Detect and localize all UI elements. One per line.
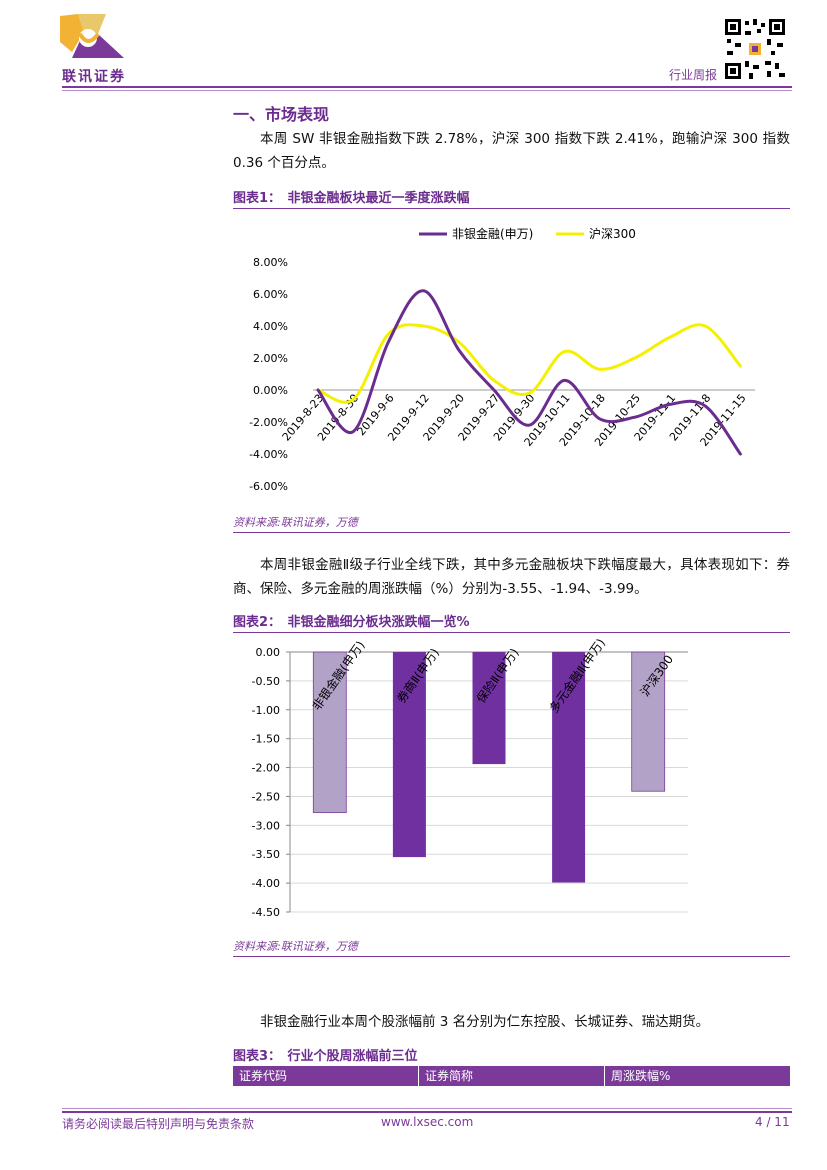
y-tick-label: -1.50 bbox=[252, 733, 280, 746]
y-tick-label: 6.00% bbox=[253, 288, 288, 301]
line-chart: 非银金融(申万) 沪深300 8.00% 6.00% 4.00% 2.00% 0.00% -… bbox=[249, 226, 755, 493]
bar bbox=[552, 652, 586, 883]
section-title: 一、市场表现 bbox=[233, 105, 330, 124]
figure2-title: 图表2： 非银金融细分板块涨跌幅一览% bbox=[233, 615, 470, 630]
y-tick-label: 2.00% bbox=[253, 352, 288, 365]
footer-disclaimer: 请务必阅读最后特别声明与免责条款 bbox=[62, 1117, 255, 1131]
y-tick-label: -3.50 bbox=[252, 848, 280, 861]
page-number: 4 / 11 bbox=[755, 1115, 790, 1129]
y-tick-label: -1.00 bbox=[252, 704, 280, 717]
y-tick-label: -2.00 bbox=[252, 762, 280, 775]
bar bbox=[312, 651, 347, 814]
column-header-code: 证券代码 bbox=[233, 1066, 419, 1086]
header-divider-thin bbox=[62, 90, 792, 91]
figure2-source: 资料来源:联讯证券，万德 bbox=[233, 940, 358, 953]
figure1-bottom-rule bbox=[233, 532, 790, 533]
subsector-paragraph: 本周非银金融Ⅱ级子行业全线下跌，其中多元金融板块下跌幅度最大，具体表现如下：券商… bbox=[233, 557, 790, 597]
company-name: 联讯证券 bbox=[62, 69, 126, 85]
intro-paragraph: 本周 SW 非银金融指数下跌 2.78%，沪深 300 指数下跌 2.41%，跑… bbox=[233, 131, 790, 171]
bar bbox=[392, 652, 426, 858]
y-tick-label: -2.00% bbox=[249, 416, 288, 429]
series-line-1 bbox=[316, 289, 742, 456]
company-logo bbox=[60, 14, 124, 58]
legend-label-2: 沪深300 bbox=[589, 227, 636, 241]
legend-label-1: 非银金融(申万) bbox=[452, 226, 533, 241]
y-tick-label: 8.00% bbox=[253, 256, 288, 269]
figure1-rule bbox=[233, 208, 790, 209]
y-tick-label: -3.00 bbox=[252, 819, 280, 832]
figure3-title: 图表3： 行业个股周涨幅前三位 bbox=[233, 1049, 418, 1064]
y-tick-label: 4.00% bbox=[253, 320, 288, 333]
figure1-title: 图表1： 非银金融板块最近一季度涨跌幅 bbox=[233, 191, 470, 206]
footer-website[interactable]: www.lxsec.com bbox=[381, 1115, 474, 1129]
y-tick-label: -6.00% bbox=[249, 480, 288, 493]
column-header-name: 证券简称 bbox=[419, 1066, 605, 1086]
qr-code-icon bbox=[723, 17, 787, 81]
footer-divider bbox=[62, 1111, 792, 1113]
bar bbox=[472, 652, 506, 765]
report-type: 行业周报 bbox=[669, 68, 718, 82]
figure1-source: 资料来源:联讯证券，万德 bbox=[233, 516, 358, 529]
figure2-rule bbox=[233, 632, 790, 633]
bar bbox=[631, 651, 666, 792]
figure2-bottom-rule bbox=[233, 956, 790, 957]
y-tick-label: -4.50 bbox=[252, 906, 280, 919]
y-tick-label: 0.00 bbox=[256, 646, 281, 659]
y-tick-label: -0.50 bbox=[252, 675, 280, 688]
table-header: 证券代码 证券简称 周涨跌幅% bbox=[233, 1066, 790, 1086]
y-tick-label: 0.00% bbox=[253, 384, 288, 397]
y-tick-label: -4.00% bbox=[249, 448, 288, 461]
header-divider bbox=[62, 86, 792, 88]
footer-divider-thin bbox=[62, 1108, 792, 1109]
top-stocks-paragraph: 非银金融行业本周个股涨幅前 3 名分别为仁东控股、长城证券、瑞达期货。 bbox=[260, 1014, 710, 1030]
y-tick-label: -4.00 bbox=[252, 877, 280, 890]
bar-chart: 0.00 -0.50 -1.00 -1.50 -2.00 -2.50 -3.00 -3.50 -… bbox=[252, 636, 688, 919]
column-header-change: 周涨跌幅% bbox=[611, 1069, 671, 1083]
y-tick-label: -2.50 bbox=[252, 790, 280, 803]
